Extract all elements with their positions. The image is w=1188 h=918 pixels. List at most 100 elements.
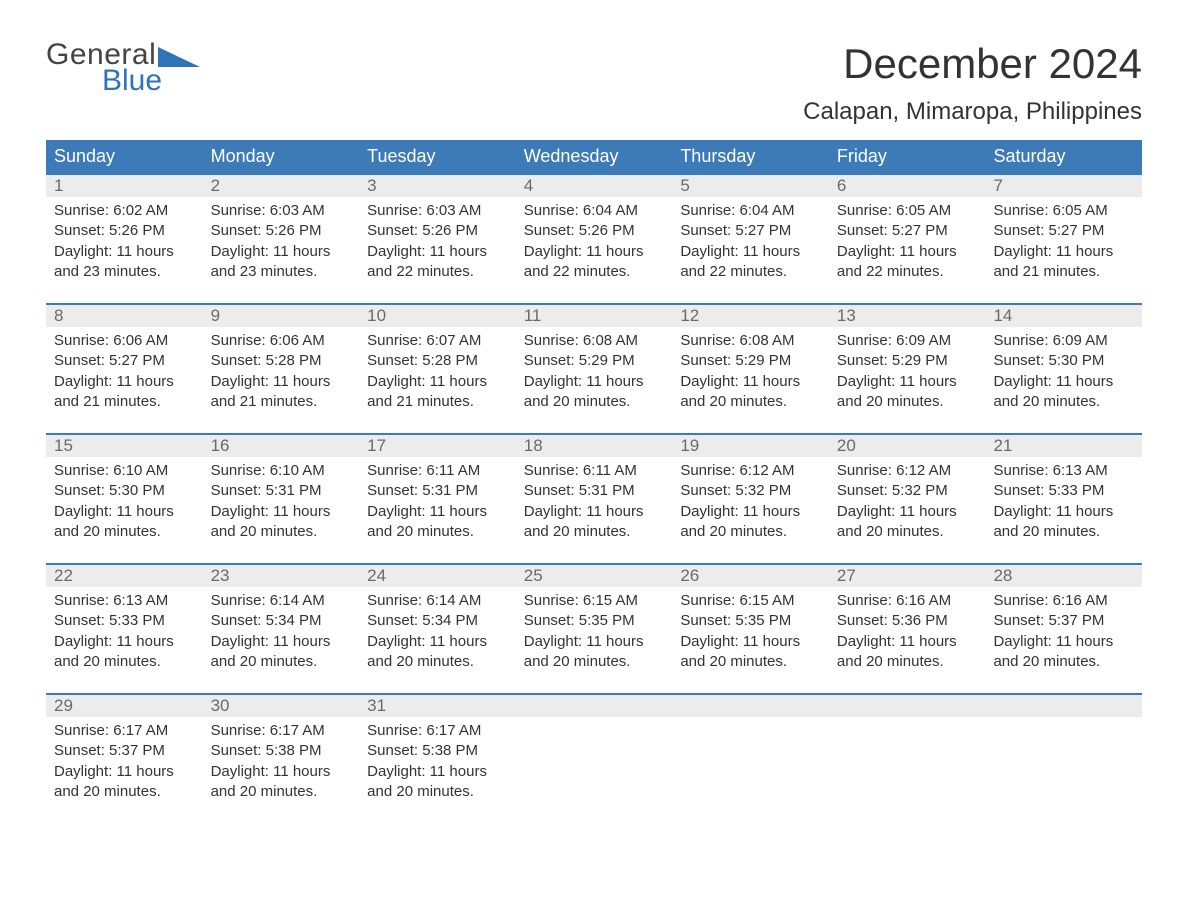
day-sunrise: Sunrise: 6:10 AM xyxy=(54,461,195,481)
day-number: 30 xyxy=(203,695,360,717)
day-cell: 16Sunrise: 6:10 AMSunset: 5:31 PMDayligh… xyxy=(203,435,360,545)
day-cell: 6Sunrise: 6:05 AMSunset: 5:27 PMDaylight… xyxy=(829,175,986,285)
day-dl2: and 21 minutes. xyxy=(54,392,195,412)
day-number: 20 xyxy=(829,435,986,457)
day-dl1: Daylight: 11 hours xyxy=(54,242,195,262)
day-body: Sunrise: 6:02 AMSunset: 5:26 PMDaylight:… xyxy=(46,197,203,284)
day-dl2: and 20 minutes. xyxy=(837,522,978,542)
day-sunset: Sunset: 5:31 PM xyxy=(524,481,665,501)
day-sunset: Sunset: 5:32 PM xyxy=(837,481,978,501)
logo: General Blue xyxy=(46,40,200,96)
day-cell: 4Sunrise: 6:04 AMSunset: 5:26 PMDaylight… xyxy=(516,175,673,285)
day-number: 25 xyxy=(516,565,673,587)
day-cell: 14Sunrise: 6:09 AMSunset: 5:30 PMDayligh… xyxy=(985,305,1142,415)
day-number: 5 xyxy=(672,175,829,197)
day-dl1: Daylight: 11 hours xyxy=(524,502,665,522)
day-dl2: and 22 minutes. xyxy=(837,262,978,282)
week-row: 8Sunrise: 6:06 AMSunset: 5:27 PMDaylight… xyxy=(46,303,1142,415)
day-dl2: and 23 minutes. xyxy=(211,262,352,282)
day-sunset: Sunset: 5:28 PM xyxy=(367,351,508,371)
day-body: Sunrise: 6:13 AMSunset: 5:33 PMDaylight:… xyxy=(985,457,1142,544)
logo-word-blue: Blue xyxy=(102,66,200,96)
day-dl2: and 20 minutes. xyxy=(211,522,352,542)
day-body: Sunrise: 6:17 AMSunset: 5:37 PMDaylight:… xyxy=(46,717,203,804)
day-dl1: Daylight: 11 hours xyxy=(837,242,978,262)
day-sunrise: Sunrise: 6:04 AM xyxy=(524,201,665,221)
day-sunrise: Sunrise: 6:13 AM xyxy=(993,461,1134,481)
day-cell: 20Sunrise: 6:12 AMSunset: 5:32 PMDayligh… xyxy=(829,435,986,545)
day-sunset: Sunset: 5:34 PM xyxy=(367,611,508,631)
day-sunset: Sunset: 5:27 PM xyxy=(993,221,1134,241)
day-cell: 25Sunrise: 6:15 AMSunset: 5:35 PMDayligh… xyxy=(516,565,673,675)
day-dl2: and 20 minutes. xyxy=(211,782,352,802)
week-row: 29Sunrise: 6:17 AMSunset: 5:37 PMDayligh… xyxy=(46,693,1142,805)
day-body: Sunrise: 6:10 AMSunset: 5:30 PMDaylight:… xyxy=(46,457,203,544)
day-dl1: Daylight: 11 hours xyxy=(524,632,665,652)
day-dl2: and 20 minutes. xyxy=(837,652,978,672)
day-cell: 17Sunrise: 6:11 AMSunset: 5:31 PMDayligh… xyxy=(359,435,516,545)
day-body: Sunrise: 6:05 AMSunset: 5:27 PMDaylight:… xyxy=(829,197,986,284)
day-number: 7 xyxy=(985,175,1142,197)
day-number: 6 xyxy=(829,175,986,197)
day-dl2: and 20 minutes. xyxy=(367,652,508,672)
day-sunset: Sunset: 5:33 PM xyxy=(54,611,195,631)
day-sunrise: Sunrise: 6:15 AM xyxy=(680,591,821,611)
day-dl2: and 22 minutes. xyxy=(367,262,508,282)
day-number: 24 xyxy=(359,565,516,587)
day-cell: 12Sunrise: 6:08 AMSunset: 5:29 PMDayligh… xyxy=(672,305,829,415)
day-cell: 21Sunrise: 6:13 AMSunset: 5:33 PMDayligh… xyxy=(985,435,1142,545)
day-dl2: and 20 minutes. xyxy=(680,652,821,672)
weekday-label: Tuesday xyxy=(359,140,516,173)
day-body: Sunrise: 6:05 AMSunset: 5:27 PMDaylight:… xyxy=(985,197,1142,284)
day-sunrise: Sunrise: 6:17 AM xyxy=(367,721,508,741)
day-sunset: Sunset: 5:31 PM xyxy=(367,481,508,501)
day-dl2: and 20 minutes. xyxy=(367,522,508,542)
day-cell: 24Sunrise: 6:14 AMSunset: 5:34 PMDayligh… xyxy=(359,565,516,675)
day-sunrise: Sunrise: 6:11 AM xyxy=(524,461,665,481)
header: General Blue December 2024 Calapan, Mima… xyxy=(46,40,1142,126)
day-number: 13 xyxy=(829,305,986,327)
day-dl1: Daylight: 11 hours xyxy=(680,372,821,392)
location-subtitle: Calapan, Mimaropa, Philippines xyxy=(803,98,1142,126)
day-number: 2 xyxy=(203,175,360,197)
day-cell xyxy=(516,695,673,805)
day-body: Sunrise: 6:11 AMSunset: 5:31 PMDaylight:… xyxy=(359,457,516,544)
day-body: Sunrise: 6:04 AMSunset: 5:27 PMDaylight:… xyxy=(672,197,829,284)
day-sunrise: Sunrise: 6:09 AM xyxy=(993,331,1134,351)
day-dl1: Daylight: 11 hours xyxy=(680,242,821,262)
day-body: Sunrise: 6:15 AMSunset: 5:35 PMDaylight:… xyxy=(516,587,673,674)
day-dl2: and 20 minutes. xyxy=(524,522,665,542)
day-dl1: Daylight: 11 hours xyxy=(993,242,1134,262)
day-dl1: Daylight: 11 hours xyxy=(54,762,195,782)
day-dl1: Daylight: 11 hours xyxy=(211,762,352,782)
weekday-label: Saturday xyxy=(985,140,1142,173)
day-sunset: Sunset: 5:33 PM xyxy=(993,481,1134,501)
day-cell: 3Sunrise: 6:03 AMSunset: 5:26 PMDaylight… xyxy=(359,175,516,285)
day-dl1: Daylight: 11 hours xyxy=(837,502,978,522)
title-block: December 2024 Calapan, Mimaropa, Philipp… xyxy=(803,40,1142,126)
day-body: Sunrise: 6:10 AMSunset: 5:31 PMDaylight:… xyxy=(203,457,360,544)
day-dl1: Daylight: 11 hours xyxy=(211,242,352,262)
day-cell: 8Sunrise: 6:06 AMSunset: 5:27 PMDaylight… xyxy=(46,305,203,415)
day-sunrise: Sunrise: 6:13 AM xyxy=(54,591,195,611)
day-body: Sunrise: 6:04 AMSunset: 5:26 PMDaylight:… xyxy=(516,197,673,284)
day-dl2: and 20 minutes. xyxy=(367,782,508,802)
day-dl2: and 20 minutes. xyxy=(993,392,1134,412)
day-sunset: Sunset: 5:27 PM xyxy=(54,351,195,371)
day-number: 14 xyxy=(985,305,1142,327)
day-cell xyxy=(829,695,986,805)
day-dl1: Daylight: 11 hours xyxy=(54,502,195,522)
day-dl2: and 22 minutes. xyxy=(524,262,665,282)
day-sunrise: Sunrise: 6:17 AM xyxy=(54,721,195,741)
weekday-label: Thursday xyxy=(672,140,829,173)
day-number xyxy=(985,695,1142,717)
day-number: 8 xyxy=(46,305,203,327)
day-dl1: Daylight: 11 hours xyxy=(367,372,508,392)
day-cell: 19Sunrise: 6:12 AMSunset: 5:32 PMDayligh… xyxy=(672,435,829,545)
day-number xyxy=(516,695,673,717)
day-sunrise: Sunrise: 6:05 AM xyxy=(837,201,978,221)
day-dl1: Daylight: 11 hours xyxy=(367,242,508,262)
day-sunset: Sunset: 5:38 PM xyxy=(211,741,352,761)
day-cell: 30Sunrise: 6:17 AMSunset: 5:38 PMDayligh… xyxy=(203,695,360,805)
day-sunset: Sunset: 5:35 PM xyxy=(680,611,821,631)
